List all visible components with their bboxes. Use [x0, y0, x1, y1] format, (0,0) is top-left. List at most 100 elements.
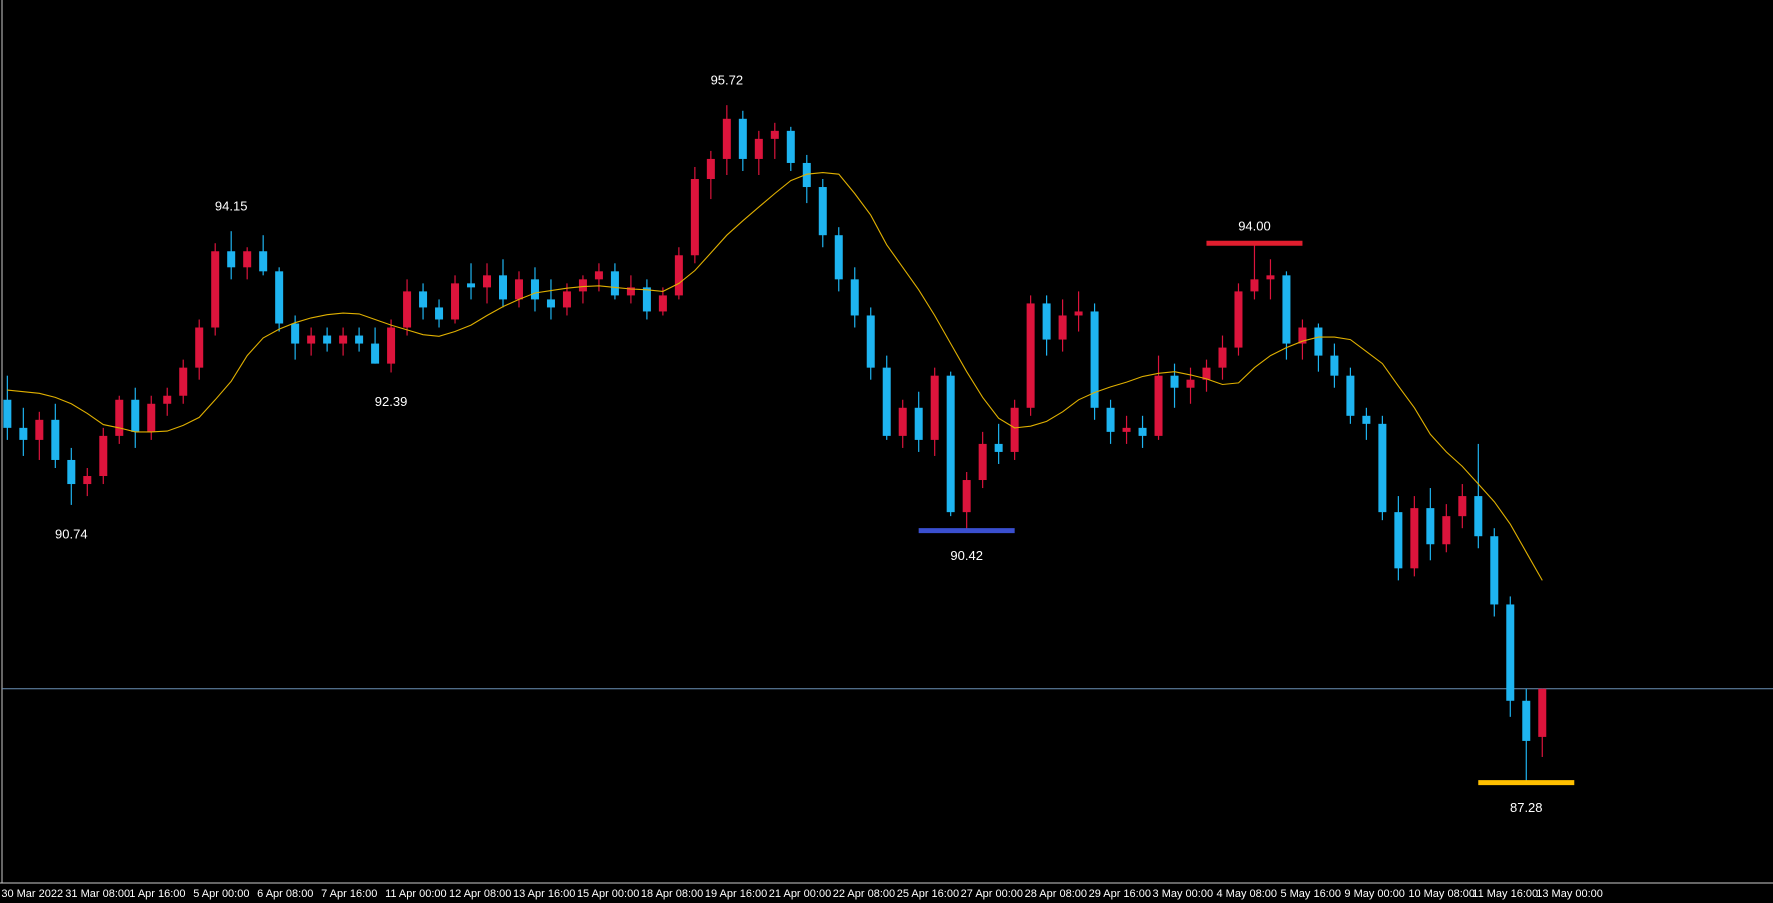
moving-average: [7, 172, 1543, 581]
candle-body: [1378, 423, 1387, 513]
candle-body: [451, 283, 460, 320]
x-tick-label: 18 Apr 08:00: [641, 888, 703, 900]
candle-body: [1218, 347, 1227, 368]
candle-body: [1090, 311, 1099, 408]
annotation-label: 90.42: [950, 548, 983, 563]
candle-body: [99, 435, 108, 477]
candle-body: [530, 279, 539, 300]
candle-body: [914, 407, 923, 440]
candle-body: [1458, 496, 1467, 517]
x-tick-label: 1 Apr 16:00: [129, 888, 185, 900]
candle-body: [610, 271, 619, 296]
candle-body: [179, 367, 188, 396]
candle-body: [195, 327, 204, 368]
candle-body: [227, 251, 236, 268]
candle-body: [690, 179, 699, 256]
candle-body: [738, 118, 747, 159]
candle-body: [1154, 375, 1163, 436]
candle-body: [994, 443, 1003, 452]
x-tick-label: 9 May 00:00: [1344, 888, 1405, 900]
candle-body: [243, 251, 252, 268]
candle-body: [930, 375, 939, 440]
x-tick-label: 6 Apr 08:00: [257, 888, 313, 900]
annotation-label: 94.15: [215, 199, 248, 214]
x-tick-label: 13 Apr 16:00: [513, 888, 575, 900]
candle-body: [19, 427, 28, 440]
candle-body: [818, 187, 827, 236]
x-tick-label: 25 Apr 16:00: [897, 888, 959, 900]
candle-body: [1426, 508, 1435, 545]
candle-body: [1106, 407, 1115, 432]
candle-body: [850, 279, 859, 316]
candle-body: [802, 162, 811, 188]
x-tick-label: 11 Apr 00:00: [385, 888, 447, 900]
candle-body: [882, 367, 891, 436]
x-tick-label: 27 Apr 00:00: [961, 888, 1023, 900]
candle-body: [786, 130, 795, 163]
annotation-label: 90.74: [55, 526, 88, 541]
candle-body: [834, 235, 843, 280]
candle-body: [403, 291, 412, 328]
candle-body: [770, 130, 779, 139]
x-tick-label: 31 Mar 08:00: [65, 888, 130, 900]
candle-body: [642, 287, 651, 312]
candle-body: [978, 443, 987, 481]
candle-body: [1474, 496, 1483, 537]
candle-body: [1026, 303, 1035, 408]
x-tick-label: 13 May 00:00: [1536, 888, 1603, 900]
x-tick-label: 3 May 00:00: [1153, 888, 1214, 900]
x-tick-label: 30 Mar 2022: [1, 888, 63, 900]
candle-body: [1506, 604, 1515, 701]
candle-body: [1266, 275, 1275, 280]
candle-body: [1010, 407, 1019, 452]
candle-body: [1330, 355, 1339, 376]
candle-body: [1074, 311, 1083, 316]
candle-body: [35, 419, 44, 440]
candle-body: [83, 476, 92, 485]
candle-body: [1058, 315, 1067, 340]
candle-body: [163, 395, 172, 404]
candle-body: [1138, 427, 1147, 436]
candle-body: [498, 275, 507, 300]
candle-body: [1250, 279, 1259, 292]
candle-body: [1410, 508, 1419, 569]
candle-body: [51, 419, 60, 460]
x-tick-label: 11 May 16:00: [1472, 888, 1538, 900]
candle-body: [1490, 536, 1499, 605]
candle-body: [307, 335, 316, 344]
candle-body: [594, 271, 603, 280]
candle-body: [291, 323, 300, 344]
x-tick-label: 21 Apr 00:00: [769, 888, 831, 900]
candle-body: [1362, 415, 1371, 424]
candle-body: [339, 335, 348, 344]
candle-body: [131, 399, 140, 432]
candle-body: [67, 459, 76, 485]
candle-body: [1282, 275, 1291, 344]
candle-body: [419, 291, 428, 308]
candle-body: [898, 407, 907, 436]
candle-body: [1314, 327, 1323, 356]
candle-body: [562, 291, 571, 308]
candle-body: [483, 275, 492, 288]
x-tick-label: 29 Apr 16:00: [1089, 888, 1151, 900]
candle-body: [147, 403, 156, 432]
candle-body: [323, 335, 332, 344]
candle-body: [1298, 327, 1307, 344]
candle-body: [578, 279, 587, 292]
x-tick-label: 15 Apr 00:00: [577, 888, 639, 900]
x-tick-label: 7 Apr 16:00: [321, 888, 377, 900]
candle-body: [3, 399, 12, 428]
x-tick-label: 28 Apr 08:00: [1025, 888, 1087, 900]
candle-body: [514, 279, 523, 300]
candle-body: [962, 480, 971, 513]
candle-body: [1042, 303, 1051, 340]
candle-body: [371, 343, 380, 364]
candle-body: [1394, 512, 1403, 569]
x-tick-label: 4 May 08:00: [1216, 888, 1277, 900]
candle-body: [467, 283, 476, 288]
candle-body: [754, 138, 763, 159]
candle-body: [1186, 379, 1195, 388]
candle-body: [1538, 688, 1547, 737]
